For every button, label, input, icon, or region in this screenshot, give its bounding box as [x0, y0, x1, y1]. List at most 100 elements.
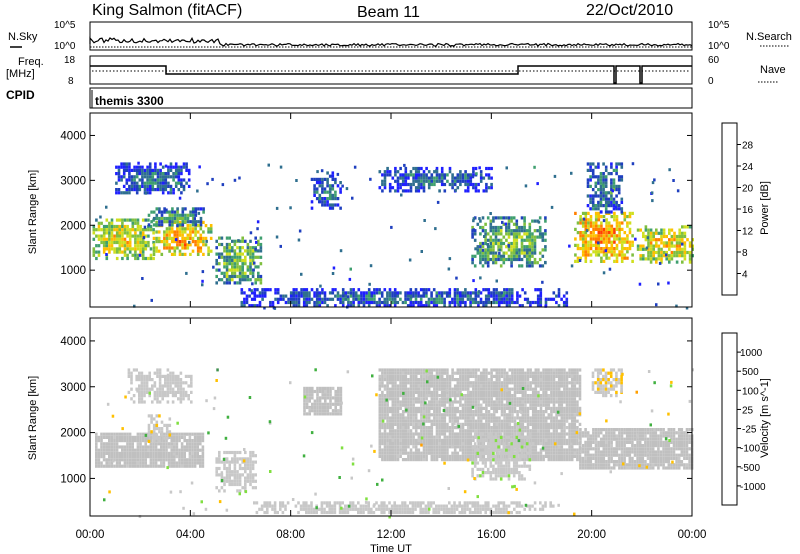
range-cell — [459, 454, 462, 458]
range-cell — [533, 238, 537, 242]
range-cell — [396, 413, 400, 417]
range-cell — [315, 291, 319, 295]
range-cell — [628, 231, 632, 235]
range-cell — [414, 288, 418, 292]
range-cell — [668, 168, 671, 172]
range-cell — [524, 426, 527, 430]
range-cell — [479, 251, 482, 255]
y-tick-label: 4000 — [60, 130, 86, 142]
range-cell — [602, 247, 606, 251]
range-cell — [503, 381, 506, 385]
range-cell — [443, 300, 446, 305]
range-cell — [196, 189, 199, 193]
range-cell — [179, 394, 183, 398]
range-cell — [321, 389, 324, 394]
range-cell — [438, 454, 441, 458]
range-cell — [341, 184, 344, 188]
range-cell — [183, 461, 186, 465]
range-cell — [417, 397, 421, 401]
range-cell — [341, 288, 345, 292]
range-cell — [378, 170, 382, 174]
range-cell — [443, 381, 447, 385]
range-cell — [612, 184, 616, 188]
range-cell — [453, 179, 457, 183]
range-cell — [500, 403, 504, 407]
range-cell — [391, 387, 395, 391]
range-cell — [110, 432, 114, 436]
scatter-region — [127, 368, 193, 404]
range-cell — [152, 439, 156, 443]
range-cell — [378, 416, 382, 420]
range-cell — [513, 403, 517, 407]
range-cell — [417, 419, 421, 423]
range-cell — [136, 464, 140, 468]
range-cell — [143, 225, 147, 229]
range-cell — [459, 384, 462, 388]
range-cell — [541, 264, 545, 268]
range-cell — [149, 448, 153, 452]
range-cell — [438, 416, 441, 420]
range-cell — [241, 258, 244, 263]
range-cell — [246, 476, 250, 480]
range-cell — [140, 400, 144, 404]
range-cell — [497, 300, 501, 305]
range-cell — [464, 451, 467, 455]
range-cell — [113, 228, 116, 232]
range-cell — [461, 403, 465, 407]
range-cell — [495, 374, 499, 378]
range-cell — [161, 172, 165, 176]
range-cell — [539, 304, 543, 308]
range-cell — [161, 184, 165, 188]
range-cell — [167, 455, 171, 459]
range-cell — [336, 203, 340, 207]
range-cell — [315, 181, 319, 185]
range-cell — [515, 245, 519, 249]
range-cell — [244, 258, 247, 263]
range-cell — [464, 438, 467, 442]
range-cell — [223, 463, 226, 467]
range-cell — [453, 288, 457, 292]
range-cell — [407, 445, 410, 449]
range-cell — [266, 288, 270, 292]
range-cell — [466, 384, 470, 388]
range-cell — [497, 291, 501, 295]
range-cell — [678, 231, 681, 235]
range-cell — [461, 438, 465, 442]
range-cell — [412, 422, 415, 426]
range-cell — [474, 297, 478, 301]
range-cell — [157, 455, 160, 459]
range-cell — [499, 248, 503, 252]
range-cell — [589, 243, 593, 247]
range-cell — [528, 235, 532, 239]
range-cell — [538, 216, 542, 220]
range-cell — [474, 300, 478, 305]
range-cell — [134, 234, 137, 238]
range-cell — [599, 188, 603, 192]
range-cell — [631, 240, 634, 244]
range-cell — [308, 412, 311, 416]
range-cell — [186, 445, 189, 449]
range-cell — [186, 224, 190, 228]
range-cell — [165, 216, 169, 221]
range-cell — [626, 224, 629, 228]
range-cell — [241, 473, 244, 477]
range-cell — [349, 304, 353, 308]
range-cell — [108, 234, 111, 238]
colorbar-tick-label: 24 — [742, 162, 754, 173]
range-cell — [388, 371, 392, 375]
range-cell — [430, 176, 434, 180]
range-cell — [393, 288, 397, 292]
range-cell — [604, 184, 608, 188]
range-cell — [597, 207, 600, 211]
range-cell — [136, 455, 140, 459]
range-cell — [318, 184, 322, 188]
range-cell — [427, 384, 431, 388]
range-cell — [508, 381, 512, 385]
range-cell — [225, 236, 229, 240]
range-cell — [494, 229, 498, 233]
range-cell — [133, 175, 136, 179]
range-cell — [220, 460, 224, 464]
range-cell — [581, 231, 585, 235]
range-cell — [240, 291, 244, 295]
range-cell — [523, 254, 526, 258]
